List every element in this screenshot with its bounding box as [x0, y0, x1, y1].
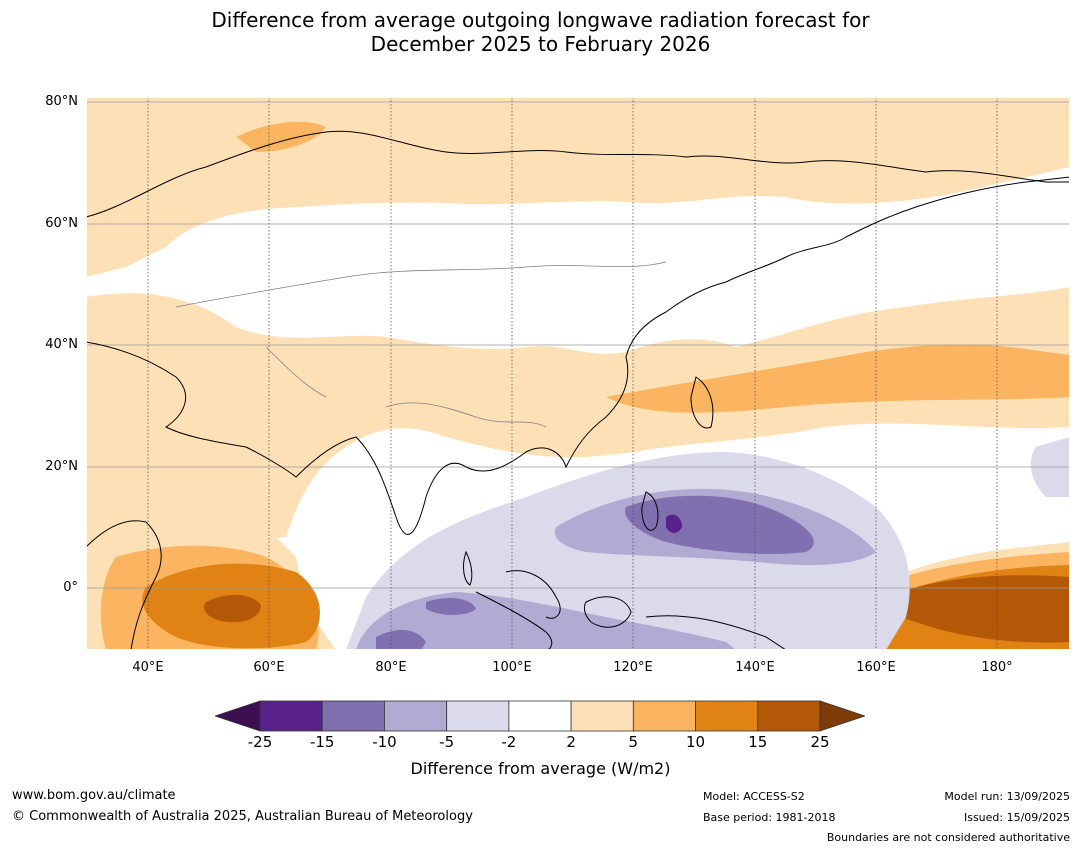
- sumatra-coast: [475, 591, 553, 650]
- colorbar-tick-label: -2: [501, 733, 517, 751]
- map-frame: [86, 97, 1070, 650]
- colorbar-tick-label: -15: [309, 733, 335, 751]
- colorbar-tick-label: 5: [628, 733, 639, 751]
- pacific-peak: [884, 575, 1070, 643]
- colorbar-segment: [695, 700, 759, 732]
- longitude-gridlines: [147, 97, 998, 650]
- map-canvas: [86, 97, 1070, 650]
- colorbar-segment: [757, 700, 821, 732]
- model-run-date: Model run: 13/09/2025: [944, 790, 1070, 803]
- chart-title: Difference from average outgoing longwav…: [0, 8, 1081, 56]
- sumatra-negative-core: [426, 597, 476, 615]
- boundary-russia-south: [175, 261, 667, 308]
- colorbar-segment: [570, 700, 634, 732]
- extreme-positive-fields: [204, 575, 1070, 643]
- lon-label-80e: 80°E: [375, 660, 407, 675]
- arctic-positive-band: [86, 97, 1070, 277]
- lat-label-80n: 80°N: [45, 94, 78, 109]
- anomaly-map: [86, 97, 1070, 650]
- lat-label-60n: 60°N: [45, 216, 78, 231]
- colorbar-label: Difference from average (W/m2): [410, 759, 671, 778]
- west-indian-ocean-peak: [204, 594, 261, 623]
- eurasia-south-coast: [86, 176, 1070, 535]
- colorbar-segment: [321, 700, 385, 732]
- colorbar-extend-low: [213, 700, 261, 732]
- model-name: Model: ACCESS-S2: [703, 790, 805, 803]
- boundary-himalaya: [385, 402, 547, 428]
- arctic-coast: [86, 130, 1070, 218]
- japan-coast: [690, 376, 714, 429]
- malay-coast: [505, 570, 561, 619]
- colorbar-tick-label: -10: [372, 733, 397, 751]
- lon-label-120e: 120°E: [613, 660, 653, 675]
- colorbar-segment: [384, 700, 448, 732]
- borneo-coast: [583, 596, 632, 628]
- strong-negative-fields: [376, 495, 814, 650]
- latitude-gridlines: [86, 101, 1070, 589]
- colorbar-tick-label: 10: [686, 733, 706, 751]
- colorbar-tick-label: 15: [748, 733, 768, 751]
- copyright-notice: © Commonwealth of Australia 2025, Austra…: [12, 809, 473, 824]
- website-link[interactable]: www.bom.gov.au/climate: [12, 788, 176, 803]
- lon-label-180: 180°: [981, 660, 1013, 675]
- lon-label-60e: 60°E: [253, 660, 285, 675]
- colorbar-extend-high: [819, 700, 867, 732]
- colorbar-tick-label: -5: [439, 733, 455, 751]
- lat-label-equator: 0°: [63, 580, 78, 595]
- colorbar: [213, 700, 867, 732]
- colorbar-segment: [508, 700, 572, 732]
- lat-label-20n: 20°N: [45, 459, 78, 474]
- country-boundaries: [175, 261, 667, 428]
- boundary-disclaimer: Boundaries are not considered authoritat…: [826, 831, 1070, 844]
- lat-label-40n: 40°N: [45, 337, 78, 352]
- colorbar-tick-label: -25: [247, 733, 273, 751]
- issued-date: Issued: 15/09/2025: [963, 811, 1070, 824]
- lon-label-160e: 160°E: [856, 660, 896, 675]
- east-africa-coast: [86, 520, 162, 650]
- lon-label-100e: 100°E: [492, 660, 532, 675]
- barents-positive-core: [236, 121, 326, 152]
- colorbar-segment: [446, 700, 510, 732]
- pacific-jet-positive: [606, 344, 1070, 413]
- coastlines: [86, 130, 1070, 650]
- extreme-negative-fields: [666, 514, 682, 533]
- lon-label-140e: 140°E: [735, 660, 775, 675]
- philippines-negative-peak: [666, 514, 682, 533]
- west-pacific-negative-core: [625, 495, 814, 554]
- title-line-1: Difference from average outgoing longwav…: [211, 8, 870, 32]
- colorbar-segment: [259, 700, 323, 732]
- new-guinea-coast: [645, 615, 787, 650]
- title-line-2: December 2025 to February 2026: [370, 32, 711, 56]
- colorbar-tick-label: 25: [810, 733, 830, 751]
- java-sea-negative-core: [376, 630, 426, 650]
- philippines-coast: [641, 491, 659, 531]
- base-period: Base period: 1981-2018: [703, 811, 836, 824]
- lon-label-40e: 40°E: [132, 660, 164, 675]
- midlat-positive-band: [86, 287, 1070, 547]
- colorbar-graphic: [213, 700, 867, 732]
- colorbar-segment: [632, 700, 696, 732]
- boundary-central-asia: [265, 346, 327, 398]
- colorbar-tick-label: 2: [566, 733, 576, 751]
- sri-lanka-coast: [462, 550, 473, 586]
